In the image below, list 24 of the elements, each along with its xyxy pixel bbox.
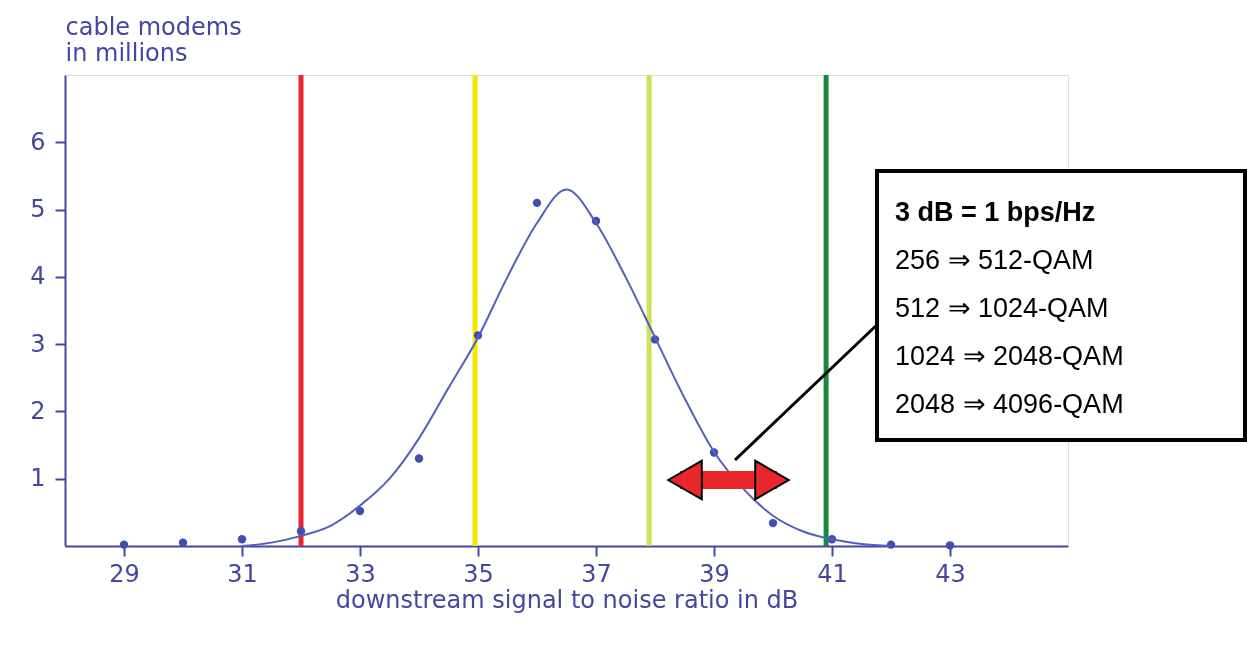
- x-tick-label: 43: [935, 559, 966, 588]
- x-tick-label: 29: [109, 559, 140, 588]
- point: [945, 541, 955, 550]
- y-tick-label: 6: [30, 127, 46, 156]
- x-tick-label: 37: [581, 559, 612, 588]
- x-tick-label: 35: [463, 559, 494, 588]
- point: [296, 527, 306, 536]
- y-tick-label: 5: [30, 195, 46, 224]
- y-axis-title: cable modems in millions: [65, 12, 242, 67]
- y-tick-label: 1: [30, 464, 46, 493]
- x-tick-label: 31: [227, 559, 258, 588]
- x-tick-label: 41: [817, 559, 848, 588]
- point: [119, 540, 129, 549]
- point: [237, 535, 247, 544]
- y-tick-label: 2: [30, 396, 46, 425]
- y-tick-label: 4: [30, 262, 46, 291]
- point: [414, 454, 424, 463]
- y-tick-label: 3: [30, 329, 46, 358]
- point: [532, 198, 542, 208]
- point: [768, 518, 778, 528]
- x-tick-label: 33: [345, 559, 376, 588]
- point: [178, 538, 188, 547]
- x-tick-label: 39: [699, 559, 730, 588]
- x-axis-title: downstream signal to noise ratio in dB: [335, 585, 799, 614]
